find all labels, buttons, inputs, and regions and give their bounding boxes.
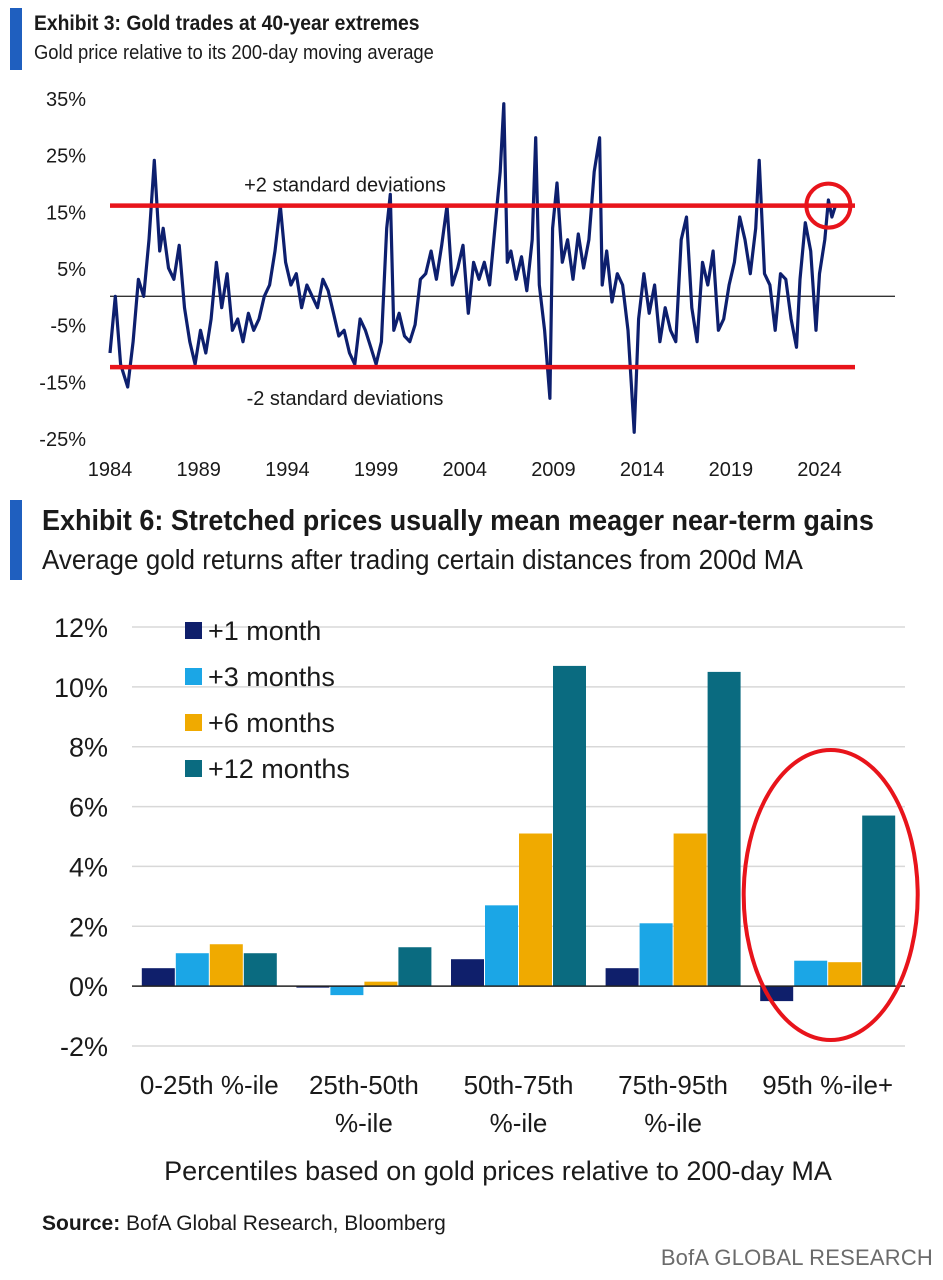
legend-swatch (185, 668, 202, 685)
x-category-label: 0-25th %-ile (140, 1070, 279, 1100)
x-category-label: %-ile (335, 1108, 393, 1138)
exhibit6-subtitle: Average gold returns after trading certa… (42, 544, 803, 575)
y-tick-label: -5% (50, 316, 86, 338)
bar-3-months (639, 923, 673, 987)
y-tick-label: 2% (69, 912, 108, 942)
bar-6-months (209, 944, 243, 987)
y-tick-label: 8% (69, 733, 108, 763)
x-category-label: 75th-95th (618, 1070, 728, 1100)
x-tick-label: 2004 (443, 459, 488, 481)
plus-2-std-label: +2 standard deviations (244, 175, 446, 197)
x-tick-label: 2009 (531, 459, 576, 481)
legend-label: +6 months (208, 708, 335, 738)
exhibit3-subtitle: Gold price relative to its 200-day movin… (34, 42, 434, 64)
bar-12-months (862, 815, 896, 987)
bar-3-months (330, 986, 364, 996)
bar-6-months (673, 833, 707, 987)
y-tick-label: 15% (46, 202, 86, 224)
y-tick-label: -15% (39, 372, 86, 394)
x-category-label: %-ile (490, 1108, 548, 1138)
highlight-ellipse (741, 748, 920, 1042)
legend-label: +12 months (208, 754, 350, 784)
y-tick-label: 10% (54, 673, 108, 703)
source-label: Source: (42, 1212, 121, 1235)
y-tick-label: 4% (69, 852, 108, 882)
bar-6-months (364, 981, 398, 987)
legend-swatch (185, 760, 202, 777)
exhibit6-accent-bar (10, 500, 22, 580)
bar-6-months (519, 833, 552, 987)
source-text: BofA Global Research, Bloomberg (120, 1212, 446, 1235)
bar-1-month (141, 968, 175, 987)
exhibit6-title: Exhibit 6: Stretched prices usually mean… (42, 505, 874, 537)
bar-3-months (175, 953, 209, 987)
bar-1-month (451, 959, 484, 987)
exhibit3-accent-bar (10, 8, 22, 70)
legend-swatch (185, 622, 202, 639)
bar-3-months (794, 960, 828, 987)
y-tick-label: 35% (46, 89, 86, 111)
bar-1-month (605, 968, 639, 987)
legend-label: +1 month (208, 616, 321, 646)
y-tick-label: 25% (46, 146, 86, 168)
exhibit3-line-chart: 35% 25% 15% 5% -5% -15% -25%1984 1989 1994 1999 20… (39, 89, 895, 481)
y-tick-label: -25% (39, 429, 86, 451)
x-category-label: %-ile (644, 1108, 702, 1138)
y-tick-label: 5% (57, 259, 86, 281)
y-tick-label: 0% (69, 972, 108, 1002)
bar-12-months (243, 953, 277, 987)
bar-12-months (553, 665, 586, 987)
exhibit6-bar-chart: 12% 10% 8% 6% 4% 2% 0% -2% 0-25th %-ile 25th-50th… (54, 613, 920, 1186)
x-axis-title: Percentiles based on gold prices relativ… (164, 1156, 832, 1186)
source-note: Source: BofA Global Research, Bloomberg (42, 1212, 446, 1236)
x-tick-label: 1984 (88, 459, 133, 481)
x-tick-label: 2019 (709, 459, 754, 481)
x-tick-label: 2024 (797, 459, 842, 481)
x-category-label: 25th-50th (309, 1070, 419, 1100)
exhibit3-title: Exhibit 3: Gold trades at 40-year extrem… (34, 12, 420, 35)
bar-3-months (485, 905, 518, 987)
x-tick-label: 1989 (176, 459, 221, 481)
bar-6-months (828, 962, 862, 987)
legend-swatch (185, 714, 202, 731)
brand-footer: BofA GLOBAL RESEARCH (660, 1245, 933, 1270)
gold-price-vs-200d-line (108, 102, 838, 434)
highlight-circle (804, 181, 853, 230)
x-category-label: 50th-75th (464, 1070, 574, 1100)
x-tick-label: 2014 (620, 459, 665, 481)
bar-12-months (707, 671, 741, 987)
x-category-label: 95th %-ile+ (762, 1070, 893, 1100)
x-tick-label: 1994 (265, 459, 310, 481)
bar-12-months (398, 947, 432, 987)
legend-label: +3 months (208, 662, 335, 692)
minus-2-std-label: -2 standard deviations (247, 388, 444, 410)
x-tick-label: 1999 (354, 459, 399, 481)
y-tick-label: 6% (69, 793, 108, 823)
y-tick-label: -2% (60, 1032, 108, 1062)
y-tick-label: 12% (54, 613, 108, 643)
